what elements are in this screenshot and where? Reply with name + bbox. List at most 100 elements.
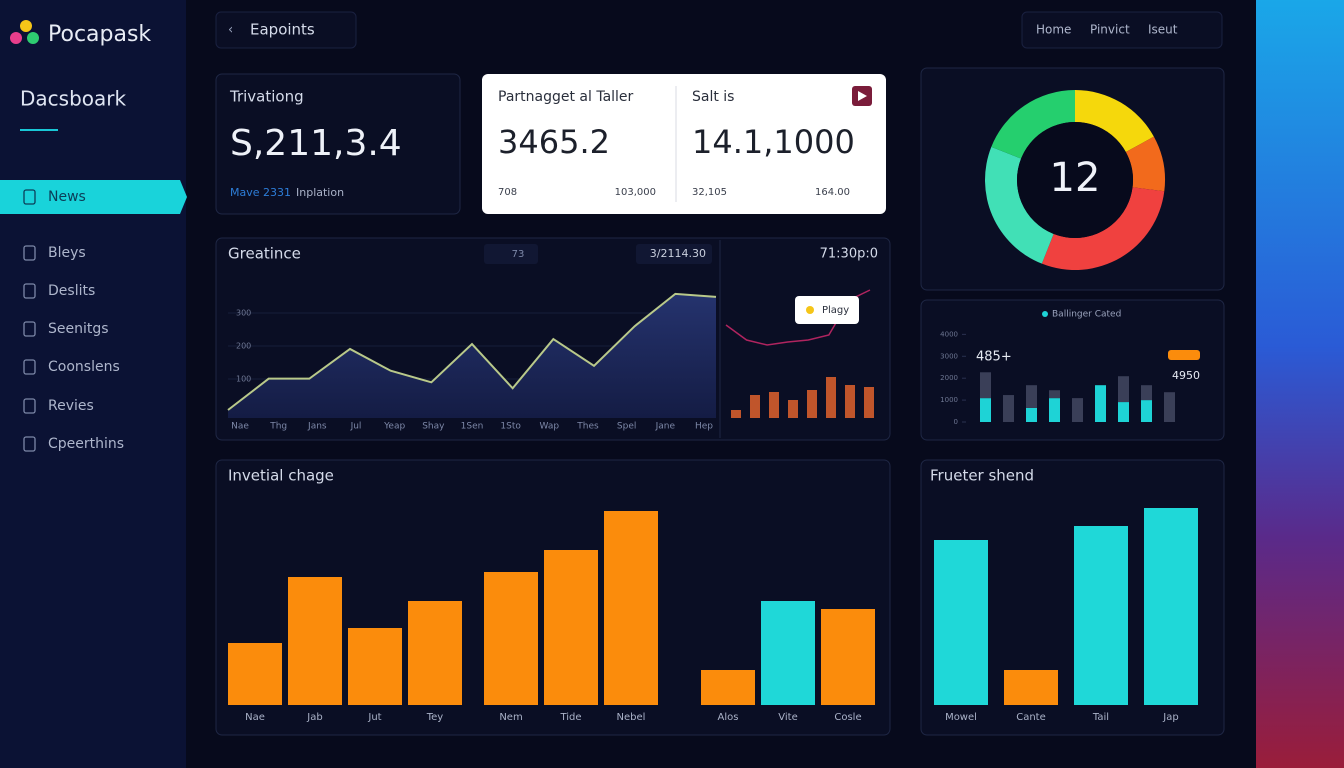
bar bbox=[484, 572, 538, 705]
x-tick-label: Vite bbox=[778, 712, 797, 723]
nav-item[interactable]: Bleys bbox=[48, 245, 86, 261]
bar-segment bbox=[1026, 385, 1037, 408]
bar-segment bbox=[980, 398, 991, 422]
brand: Pocapask bbox=[48, 22, 151, 47]
kpi-value: 14.1,1000 bbox=[692, 123, 855, 161]
tooltip-icon bbox=[806, 306, 814, 314]
logo-dot bbox=[27, 32, 39, 44]
x-tick-label: Nae bbox=[231, 422, 249, 432]
x-tick-label: Thes bbox=[576, 422, 599, 432]
bar bbox=[228, 643, 282, 705]
donut-segment bbox=[985, 146, 1054, 264]
nav-icon bbox=[23, 189, 36, 205]
badge bbox=[636, 244, 712, 264]
kpi-foot: 164.00 bbox=[815, 187, 850, 198]
kpi-foot: 708 bbox=[498, 187, 517, 198]
x-tick-label: Jab bbox=[306, 712, 322, 723]
badge-text: 3/2114.30 bbox=[650, 247, 706, 260]
nav-icon bbox=[23, 245, 36, 261]
stat-card bbox=[215, 73, 461, 215]
bar-segment bbox=[1118, 376, 1129, 403]
bar bbox=[1144, 508, 1198, 705]
donut-segment bbox=[1075, 90, 1154, 153]
nav-item[interactable]: Deslits bbox=[48, 283, 95, 299]
y-tick-label: 100 bbox=[236, 375, 251, 384]
x-tick-label: Nem bbox=[499, 712, 522, 723]
x-tick-label: Tide bbox=[559, 712, 581, 723]
bar-segment bbox=[1049, 390, 1060, 399]
nav-item[interactable]: Revies bbox=[48, 398, 94, 414]
bar bbox=[826, 377, 836, 418]
nav-item[interactable]: Seenitgs bbox=[48, 321, 109, 337]
y-tick-label: 0 bbox=[954, 418, 958, 426]
x-tick-label: Tail bbox=[1092, 712, 1109, 723]
y-tick-label: 2000 bbox=[940, 374, 958, 382]
side-decoration bbox=[1256, 0, 1344, 768]
kpi-title: Partnagget al Taller bbox=[498, 89, 634, 105]
chart-title: Frueter shend bbox=[930, 467, 1034, 485]
bar bbox=[845, 385, 855, 418]
donut-segment bbox=[1041, 187, 1165, 270]
bar bbox=[750, 395, 760, 418]
annotation-marker bbox=[1168, 350, 1200, 360]
bar-segment bbox=[1072, 398, 1083, 422]
kpi-icon-glyph bbox=[858, 91, 867, 101]
annotation: 485+ bbox=[976, 350, 1012, 365]
x-tick-label: Wap bbox=[540, 422, 560, 432]
bar bbox=[807, 390, 817, 418]
bar bbox=[288, 577, 342, 705]
nav-icon bbox=[23, 321, 36, 337]
x-tick-label: Nebel bbox=[617, 712, 646, 723]
tooltip-text: Plagy bbox=[822, 305, 849, 316]
x-tick-label: 1Sen bbox=[461, 422, 484, 432]
topnav-box bbox=[1021, 11, 1223, 49]
sidebar bbox=[0, 0, 186, 768]
x-tick-label: Cosle bbox=[834, 712, 861, 723]
bar-segment bbox=[1049, 398, 1060, 422]
line bbox=[227, 292, 717, 411]
x-tick-label: Nae bbox=[245, 712, 265, 723]
bar bbox=[788, 400, 798, 418]
area bbox=[228, 293, 716, 418]
x-tick-label: Tey bbox=[426, 712, 444, 723]
donut-segment bbox=[991, 90, 1075, 159]
annotation: 4950 bbox=[1172, 369, 1200, 382]
chart-title: Greatince bbox=[228, 245, 301, 263]
x-tick-label: Jans bbox=[307, 422, 327, 432]
bar bbox=[821, 609, 875, 705]
breadcrumb[interactable]: Eapoints bbox=[250, 21, 315, 39]
bar bbox=[408, 601, 462, 705]
badge bbox=[484, 244, 538, 264]
kpi-card bbox=[482, 74, 886, 214]
y-tick-label: 4000 bbox=[940, 330, 958, 338]
donut-segment bbox=[1125, 136, 1166, 192]
badge-text: 73 bbox=[512, 249, 525, 260]
top-link[interactable]: Home bbox=[1036, 23, 1071, 37]
nav-item[interactable]: Cpeerthins bbox=[48, 436, 124, 452]
nav-item[interactable]: Coonslens bbox=[48, 359, 120, 375]
stat-note: Inplation bbox=[296, 186, 344, 199]
bar bbox=[348, 628, 402, 705]
x-tick-label: Jul bbox=[350, 422, 362, 432]
stat-note-highlight: Mave 2331 bbox=[230, 186, 291, 199]
back-icon[interactable]: ‹ bbox=[228, 23, 233, 38]
nav-icon bbox=[23, 436, 36, 452]
bar bbox=[604, 511, 658, 705]
nav-item[interactable]: News bbox=[48, 189, 86, 205]
nav-active bbox=[0, 180, 187, 214]
stat-value: S,211,3.4 bbox=[230, 123, 402, 164]
x-tick-label: 1Sto bbox=[500, 422, 521, 432]
bar-segment bbox=[1141, 400, 1152, 422]
x-tick-label: Mowel bbox=[945, 712, 977, 723]
top-link[interactable]: Pinvict bbox=[1090, 23, 1130, 37]
nav-icon bbox=[23, 283, 36, 299]
bar bbox=[731, 410, 741, 418]
kpi-value: 3465.2 bbox=[498, 123, 610, 161]
top-link[interactable]: Iseut bbox=[1148, 23, 1178, 37]
bar-segment bbox=[1141, 385, 1152, 401]
bar bbox=[701, 670, 755, 705]
heading-underline bbox=[20, 129, 58, 131]
kpi-foot: 103,000 bbox=[615, 187, 656, 198]
x-tick-label: Shay bbox=[422, 422, 445, 432]
